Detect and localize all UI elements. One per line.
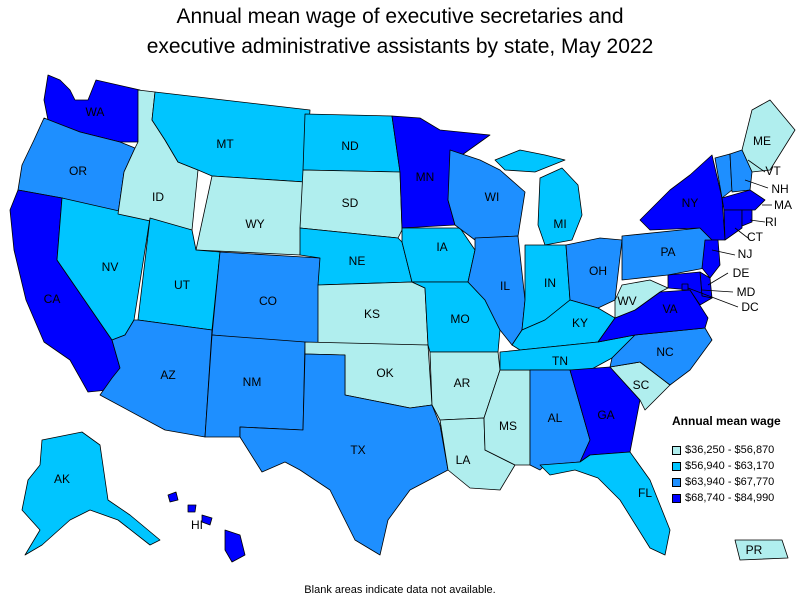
legend-label: $56,940 - $63,170 bbox=[685, 460, 775, 472]
label-ks: KS bbox=[364, 307, 380, 321]
label-nm: NM bbox=[243, 375, 262, 389]
state-il[interactable] bbox=[467, 235, 526, 346]
label-ma: MA bbox=[774, 198, 792, 212]
state-ny[interactable] bbox=[639, 154, 726, 241]
label-or: OR bbox=[69, 164, 87, 178]
label-tx: TX bbox=[350, 443, 365, 457]
label-dc: DC bbox=[741, 300, 759, 314]
legend-swatch bbox=[672, 477, 681, 487]
label-mn: MN bbox=[416, 170, 435, 184]
label-vt: VT bbox=[765, 164, 781, 178]
state-ct[interactable] bbox=[723, 209, 743, 241]
label-va: VA bbox=[662, 302, 677, 316]
map-title: Annual mean wage of executive secretarie… bbox=[0, 2, 800, 62]
state-ri[interactable] bbox=[741, 209, 753, 227]
label-nv: NV bbox=[102, 260, 119, 274]
legend-label: $63,940 - $67,770 bbox=[685, 476, 775, 488]
label-il: IL bbox=[500, 279, 510, 293]
label-mi: MI bbox=[553, 217, 566, 231]
label-ky: KY bbox=[572, 316, 588, 330]
label-ut: UT bbox=[174, 278, 191, 292]
label-tn: TN bbox=[552, 354, 568, 368]
legend-swatch bbox=[672, 493, 681, 503]
label-ak: AK bbox=[54, 472, 70, 486]
footnote: Blank areas indicate data not available. bbox=[304, 584, 496, 596]
legend-label: $68,740 - $84,990 bbox=[685, 492, 775, 504]
state-pr[interactable] bbox=[734, 539, 789, 561]
state-wy[interactable] bbox=[195, 175, 306, 256]
state-fl[interactable] bbox=[539, 451, 671, 556]
label-co: CO bbox=[259, 294, 277, 308]
label-nd: ND bbox=[341, 139, 359, 153]
label-ct: CT bbox=[747, 230, 764, 244]
state-mi[interactable] bbox=[494, 149, 583, 246]
label-nh: NH bbox=[771, 182, 788, 196]
label-pr: PR bbox=[746, 543, 763, 557]
label-ar: AR bbox=[454, 376, 471, 390]
state-ak[interactable] bbox=[21, 431, 161, 556]
label-fl: FL bbox=[638, 486, 652, 500]
legend-item: $63,940 - $67,770 bbox=[672, 474, 800, 490]
label-pa: PA bbox=[660, 245, 675, 259]
state-hi[interactable] bbox=[167, 491, 246, 563]
legend-item: $56,940 - $63,170 bbox=[672, 458, 800, 474]
title-line-2: executive administrative assistants by s… bbox=[146, 35, 654, 58]
label-mo: MO bbox=[450, 312, 469, 326]
state-ia[interactable] bbox=[401, 227, 476, 283]
label-md: MD bbox=[737, 285, 756, 299]
state-tx[interactable] bbox=[239, 353, 449, 556]
label-ga: GA bbox=[597, 408, 614, 422]
legend-item: $68,740 - $84,990 bbox=[672, 490, 800, 506]
state-labels: WA OR CA NV ID MT WY UT AZ CO NM ND SD N… bbox=[44, 105, 792, 557]
label-wy: WY bbox=[245, 217, 264, 231]
label-mt: MT bbox=[216, 137, 234, 151]
state-nj[interactable] bbox=[701, 239, 721, 279]
label-wi: WI bbox=[485, 190, 500, 204]
legend-title: Annual mean wage bbox=[672, 414, 781, 428]
label-hi: HI bbox=[191, 518, 203, 532]
label-ne: NE bbox=[349, 254, 366, 268]
label-ca: CA bbox=[44, 292, 61, 306]
legend-swatch bbox=[672, 461, 681, 471]
label-nj: NJ bbox=[738, 247, 753, 261]
state-nh[interactable] bbox=[729, 149, 753, 193]
state-ma[interactable] bbox=[721, 189, 766, 211]
state-wv[interactable] bbox=[614, 279, 669, 319]
state-sd[interactable] bbox=[299, 169, 403, 239]
label-id: ID bbox=[152, 190, 164, 204]
legend-label: $36,250 - $56,870 bbox=[685, 444, 775, 456]
label-oh: OH bbox=[589, 264, 607, 278]
label-in: IN bbox=[544, 276, 556, 290]
label-ri: RI bbox=[765, 215, 777, 229]
label-ny: NY bbox=[682, 196, 699, 210]
label-wv: WV bbox=[617, 294, 636, 308]
label-ia: IA bbox=[436, 240, 447, 254]
legend-swatch bbox=[672, 445, 681, 455]
map-legend: Annual mean wage $36,250 - $56,870 $56,9… bbox=[672, 414, 800, 506]
label-de: DE bbox=[733, 266, 750, 280]
state-dc[interactable] bbox=[681, 283, 689, 291]
label-la: LA bbox=[456, 453, 471, 467]
label-me: ME bbox=[753, 134, 771, 148]
label-wa: WA bbox=[86, 105, 105, 119]
label-sc: SC bbox=[633, 378, 650, 392]
label-ms: MS bbox=[499, 419, 517, 433]
title-line-1: Annual mean wage of executive secretarie… bbox=[176, 5, 624, 28]
label-al: AL bbox=[548, 411, 563, 425]
label-sd: SD bbox=[342, 196, 359, 210]
label-ok: OK bbox=[376, 366, 393, 380]
label-az: AZ bbox=[160, 368, 175, 382]
legend-item: $36,250 - $56,870 bbox=[672, 442, 800, 458]
label-nc: NC bbox=[656, 345, 674, 359]
